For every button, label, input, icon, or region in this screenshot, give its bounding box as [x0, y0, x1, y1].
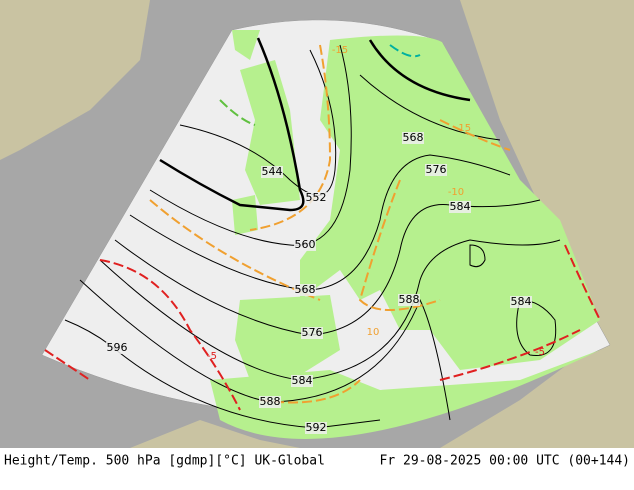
- contour: [359, 74, 501, 141]
- isotherm: [99, 259, 241, 411]
- contour: [99, 239, 561, 381]
- africa: [210, 350, 600, 439]
- label-bg: [402, 132, 424, 144]
- footer-bg: [0, 448, 634, 490]
- contour: [368, 39, 471, 102]
- contour-label: 584: [450, 200, 471, 213]
- isotherm: [439, 119, 511, 151]
- contour-label: 588: [399, 293, 420, 306]
- contour-label: 592: [306, 421, 327, 434]
- isotherm: [249, 44, 332, 231]
- contour: [159, 37, 305, 212]
- contour-label: 544: [262, 165, 283, 178]
- label-bg: [294, 239, 316, 251]
- contour: [79, 279, 451, 421]
- isotherm: [389, 44, 421, 58]
- temperature-label: -5: [207, 351, 217, 362]
- isotherm: [219, 99, 256, 126]
- temperature-label: -15: [455, 123, 471, 134]
- contour-label: 552: [306, 191, 327, 204]
- isotherm: [358, 179, 441, 311]
- label-bg: [449, 201, 471, 213]
- contour-label: 576: [426, 163, 447, 176]
- label-bg: [425, 164, 447, 176]
- footer-right: Fr 29-08-2025 00:00 UTC (00+144): [380, 454, 630, 469]
- contour-label: 596: [107, 341, 128, 354]
- label-bg: [510, 296, 532, 308]
- label-bg: [305, 192, 327, 204]
- isotherm: [44, 349, 91, 381]
- contour: [516, 299, 557, 357]
- label-bg: [259, 396, 281, 408]
- label-bg: [106, 342, 128, 354]
- britain: [240, 60, 300, 205]
- land-outside: [130, 420, 300, 448]
- contour: [64, 319, 381, 429]
- label-bg: [291, 375, 313, 387]
- label-bg: [261, 166, 283, 178]
- iberia: [235, 295, 340, 380]
- isotherm: [564, 244, 601, 321]
- contour: [469, 244, 486, 268]
- contour-label: 584: [511, 295, 532, 308]
- label-bg: [398, 294, 420, 306]
- land-outside: [0, 0, 150, 160]
- label-bg: [305, 422, 327, 434]
- contour-label: 584: [292, 374, 313, 387]
- temperature-label: -10: [448, 187, 464, 198]
- footer-left: Height/Temp. 500 hPa [gdmp][°C] UK-Globa…: [4, 454, 325, 469]
- label-bg: [294, 284, 316, 296]
- temperature-label: 10: [367, 327, 380, 338]
- contour-label: 576: [302, 326, 323, 339]
- contour: [149, 44, 352, 246]
- iceland: [232, 30, 260, 60]
- contour-label: 588: [260, 395, 281, 408]
- temperature-label: -5: [535, 347, 545, 358]
- label-bg: [301, 327, 323, 339]
- contour-label: 568: [295, 283, 316, 296]
- contours: [64, 37, 561, 429]
- temperature-label: -15: [332, 45, 348, 56]
- contour: [129, 154, 511, 291]
- land-outside: [440, 0, 634, 448]
- contour-label: 560: [295, 238, 316, 251]
- isotherm: [439, 329, 581, 381]
- contour-label: 568: [403, 131, 424, 144]
